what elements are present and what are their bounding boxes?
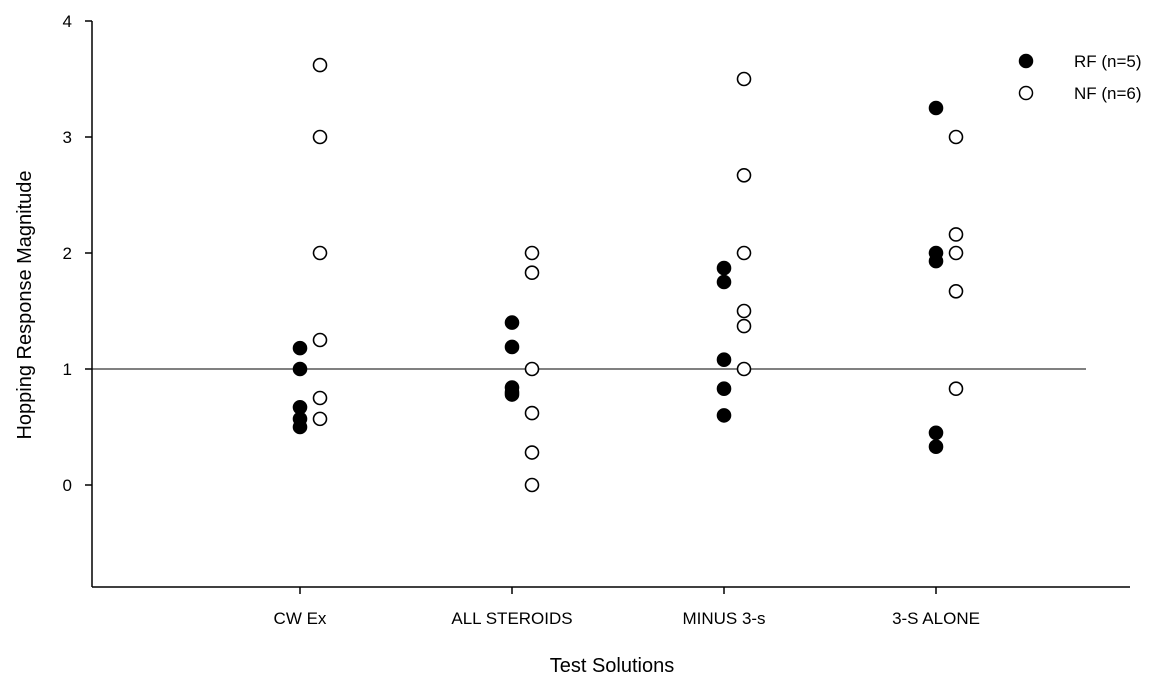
nf-data-point: [312, 57, 328, 73]
legend-marker-rf: [1018, 53, 1034, 69]
rf-data-point: [504, 339, 520, 355]
nf-data-point: [524, 477, 540, 493]
y-tick-label: 4: [63, 12, 72, 31]
nf-data-point: [948, 227, 964, 242]
nf-data-point: [736, 167, 752, 183]
y-tick-label: 0: [63, 476, 72, 495]
nf-data-point: [312, 245, 328, 261]
nf-data-point: [736, 303, 752, 319]
legend-item-rf: RF (n=5): [1018, 52, 1142, 71]
rf-data-point: [716, 260, 732, 276]
y-axis-title: Hopping Response Magnitude: [14, 170, 36, 439]
rf-data-point: [504, 315, 520, 330]
nf-data-point: [312, 411, 328, 427]
legend-label-rf: RF (n=5): [1074, 52, 1142, 71]
nf-data-point: [736, 245, 752, 261]
rf-data-point: [292, 419, 308, 435]
rf-data-point: [928, 439, 944, 455]
nf-data-point: [524, 445, 540, 460]
nf-data-point: [524, 245, 540, 261]
rf-data-point: [928, 425, 944, 441]
x-tick-label: 3-S ALONE: [892, 609, 980, 628]
nf-data-point: [736, 318, 752, 334]
rf-data-point: [928, 100, 944, 116]
rf-data-point: [928, 253, 944, 269]
rf-data-point: [716, 352, 732, 368]
y-ticks: 0 1 2 3 4: [63, 12, 92, 495]
rf-data-point: [716, 381, 732, 397]
legend-item-nf: NF (n=6): [1018, 84, 1142, 103]
rf-data-point: [292, 340, 308, 356]
x-tick-label: CW Ex: [274, 609, 327, 628]
x-axis-title: Test Solutions: [550, 655, 675, 677]
nf-data-point: [736, 71, 752, 87]
axes: [91, 21, 1130, 588]
data-points: [292, 57, 964, 493]
rf-data-point: [292, 361, 308, 377]
nf-data-point: [312, 390, 328, 406]
nf-data-point: [948, 129, 964, 145]
x-tick-label: ALL STEROIDS: [451, 609, 572, 628]
nf-data-point: [948, 283, 964, 299]
nf-data-point: [312, 129, 328, 145]
x-ticks: CW Ex ALL STEROIDS MINUS 3-s 3-S ALONE: [274, 587, 980, 628]
nf-data-point: [524, 265, 540, 281]
nf-data-point: [948, 245, 964, 261]
rf-data-point: [716, 408, 732, 423]
nf-data-point: [524, 405, 540, 421]
nf-data-point: [524, 361, 540, 377]
legend: RF (n=5) NF (n=6): [1018, 52, 1142, 103]
nf-data-point: [312, 332, 328, 348]
legend-marker-nf: [1018, 85, 1034, 101]
y-tick-label: 1: [63, 360, 72, 379]
rf-data-point: [716, 274, 732, 290]
nf-data-point: [736, 361, 752, 377]
x-tick-label: MINUS 3-s: [682, 609, 765, 628]
y-tick-label: 3: [63, 128, 72, 147]
nf-data-point: [948, 381, 964, 397]
legend-label-nf: NF (n=6): [1074, 84, 1142, 103]
rf-data-point: [504, 387, 520, 402]
y-tick-label: 2: [63, 244, 72, 263]
